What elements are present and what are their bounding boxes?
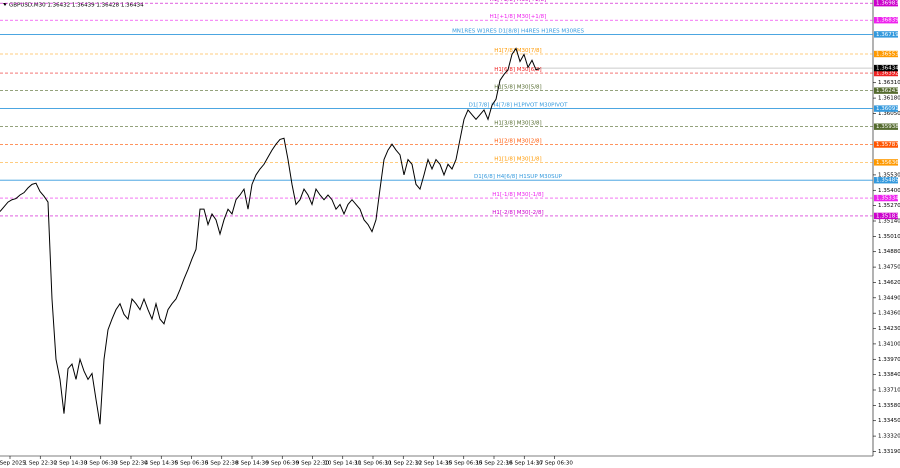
y-tick-label: 1.34620 — [878, 280, 900, 286]
x-tick-label: 3 Sep 22:30 — [114, 461, 148, 467]
y-tick-label: 1.34230 — [878, 326, 900, 332]
y-tick-label: 1.33710 — [878, 388, 900, 394]
level-label: H1[+2/8] M30[+2/8] — [490, 0, 547, 3]
x-tick-label: 1 Sep 2025 — [0, 461, 26, 467]
x-tick-label: 2 Sep 14:30 — [54, 461, 88, 467]
level-label: H1[-1/8] M30[-1/8] — [492, 192, 543, 198]
level-price-label: 1.35334 — [876, 196, 899, 202]
level-price-label: 1.36719 — [876, 32, 899, 38]
level-price-badge — [874, 69, 898, 77]
level-label: MN1RES W1RES D1[8/8] H4RES H1RES M30RES — [452, 28, 584, 34]
x-tick-label: 10 Sep 14:30 — [324, 461, 361, 467]
level-price-badge — [874, 123, 898, 130]
x-tick-label: 9 Sep 06:30 — [266, 461, 300, 467]
y-tick-label: 1.34490 — [878, 295, 900, 301]
x-tick-label: 4 Sep 14:30 — [145, 461, 179, 467]
level-label: D1[7/8] H4[7/8] H1PIVOT M30PIVOT — [469, 103, 569, 109]
y-tick-label: 1.33190 — [878, 449, 900, 455]
title-icon — [3, 3, 7, 6]
x-tick-label: 11 Sep 06:30 — [355, 461, 392, 467]
y-tick-label: 1.34360 — [878, 311, 900, 317]
level-price-label: 1.36392 — [876, 71, 899, 77]
level-price-badge — [874, 105, 898, 112]
level-price-badge — [874, 87, 898, 94]
level-price-label: 1.36983 — [876, 1, 899, 7]
level-label: H1[+1/8] M30[+1/8] — [490, 14, 547, 20]
y-tick-label: 1.33840 — [878, 372, 900, 378]
y-tick-label: 1.35530 — [878, 172, 900, 178]
x-tick-label: 5 Sep 22:30 — [205, 461, 239, 467]
y-tick-label: 1.35010 — [878, 234, 900, 240]
x-tick-label: 16 Sep 14:30 — [506, 461, 543, 467]
x-tick-label: 9 Sep 22:30 — [296, 461, 330, 467]
level-label: H1[2/8] M30[2/8] — [494, 139, 541, 145]
current-price-label: 1.36434 — [876, 66, 899, 72]
x-tick-label: 15 Sep 06:30 — [445, 461, 482, 467]
y-tick-label: 1.34100 — [878, 341, 900, 347]
level-price-label: 1.35183 — [876, 213, 899, 219]
level-price-label: 1.35787 — [876, 142, 899, 148]
level-label: H1[3/8] M30[3/8] — [494, 121, 541, 127]
level-price-badge — [874, 194, 898, 202]
x-tick-label: 17 Sep 06:30 — [536, 461, 573, 467]
y-tick-label: 1.33450 — [878, 418, 900, 424]
level-price-badge — [874, 177, 898, 184]
y-tick-label: 1.33970 — [878, 357, 900, 363]
x-tick-label: 15 Sep 22:30 — [476, 461, 513, 467]
level-price-badge — [874, 17, 898, 24]
chart-title: GBPUSD,M30 1.36432 1.36439 1.36428 1.364… — [9, 3, 144, 9]
level-price-label: 1.35938 — [876, 124, 899, 130]
level-label: H1[7/8] M30[7/8] — [494, 48, 541, 54]
level-price-label: 1.35636 — [876, 160, 899, 166]
level-price-label: 1.35485 — [876, 178, 899, 184]
level-price-badge — [874, 141, 898, 148]
level-label: H1[5/8] M30[5/8] — [494, 85, 541, 91]
y-tick-label: 1.34880 — [878, 249, 900, 255]
level-price-label: 1.36243 — [876, 88, 899, 94]
level-label: H1[6/8] M30[6/8] — [494, 67, 541, 73]
y-tick-label: 1.35140 — [878, 219, 900, 225]
y-tick-label: 1.35270 — [878, 203, 900, 209]
x-tick-label: 3 Sep 06:30 — [84, 461, 118, 467]
y-tick-label: 1.36050 — [878, 111, 900, 117]
x-tick-label: 11 Sep 22:30 — [385, 461, 422, 467]
level-label: H1[1/8] M30[1/8] — [494, 156, 541, 162]
y-tick-label: 1.33320 — [878, 434, 900, 440]
level-label: H1[-2/8] M30[-2/8] — [492, 210, 543, 216]
level-label: D1[6/8] H4[6/8] H1SUP M30SUP — [474, 174, 563, 180]
price-line — [0, 47, 541, 425]
level-price-badge — [874, 31, 898, 38]
x-tick-label: 8 Sep 14:30 — [235, 461, 269, 467]
x-tick-label: 12 Sep 14:30 — [415, 461, 452, 467]
level-price-label: 1.36091 — [876, 106, 899, 112]
y-tick-label: 1.34750 — [878, 265, 900, 271]
x-tick-label: 5 Sep 06:30 — [175, 461, 209, 467]
y-tick-label: 1.36310 — [878, 80, 900, 86]
x-tick-label: 1 Sep 22:30 — [24, 461, 58, 467]
y-tick-label: 1.33580 — [878, 403, 900, 409]
level-price-label: 1.36553 — [876, 52, 899, 58]
level-price-badge — [874, 0, 898, 7]
y-tick-label: 1.35400 — [878, 188, 900, 194]
y-tick-label: 1.36180 — [878, 96, 900, 102]
level-price-badge — [874, 159, 898, 166]
level-price-badge — [874, 50, 898, 58]
level-price-label: 1.36839 — [876, 18, 899, 24]
level-price-badge — [874, 212, 898, 220]
current-price-badge — [874, 64, 898, 72]
